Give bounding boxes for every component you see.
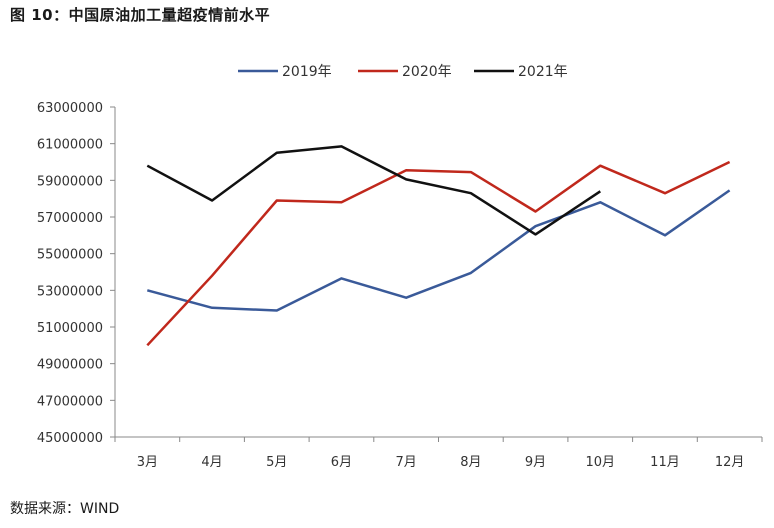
chart-title: 图 10：中国原油加工量超疫情前水平 bbox=[10, 6, 271, 24]
x-tick-label: 5月 bbox=[266, 455, 287, 470]
y-axis: 45000000 47000000 49000000 51000000 53000000… bbox=[37, 101, 116, 446]
series-line-2021年 bbox=[146, 145, 601, 236]
y-tick-label: 45000000 bbox=[37, 431, 103, 446]
x-tick-label: 12月 bbox=[715, 455, 745, 470]
series-lines bbox=[146, 145, 731, 347]
x-tick-label: 8月 bbox=[460, 455, 481, 470]
y-tick-label: 57000000 bbox=[37, 211, 103, 226]
y-tick-label: 53000000 bbox=[37, 284, 103, 299]
series-line-2020年 bbox=[146, 160, 731, 347]
x-tick-label: 6月 bbox=[331, 455, 352, 470]
y-tick-label: 59000000 bbox=[37, 174, 103, 189]
chart-legend: 2019年 2020年 2021年 bbox=[238, 64, 568, 80]
legend-label: 2020年 bbox=[402, 64, 452, 80]
series-line-2019年 bbox=[146, 189, 731, 312]
y-tick-label: 47000000 bbox=[37, 394, 103, 409]
y-tick-label: 49000000 bbox=[37, 358, 103, 373]
x-axis: 3月 4月 5月 6月 7月 8月 9月 10月 11月 12月 bbox=[114, 436, 763, 470]
legend-label: 2021年 bbox=[518, 64, 568, 80]
y-tick-label: 61000000 bbox=[37, 138, 103, 153]
y-tick-label: 55000000 bbox=[37, 248, 103, 263]
data-source: 数据来源：WIND bbox=[10, 501, 120, 517]
x-tick-label: 7月 bbox=[396, 455, 417, 470]
legend-label: 2019年 bbox=[282, 64, 332, 80]
x-tick-label: 3月 bbox=[137, 455, 158, 470]
x-tick-label: 9月 bbox=[525, 455, 546, 470]
x-tick-label: 10月 bbox=[585, 455, 615, 470]
y-tick-label: 63000000 bbox=[37, 101, 103, 116]
x-tick-label: 11月 bbox=[650, 455, 680, 470]
y-tick-label: 51000000 bbox=[37, 321, 103, 336]
x-tick-label: 4月 bbox=[201, 455, 222, 470]
